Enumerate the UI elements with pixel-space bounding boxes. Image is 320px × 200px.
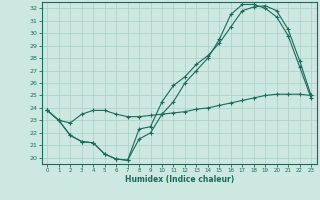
X-axis label: Humidex (Indice chaleur): Humidex (Indice chaleur) — [124, 175, 234, 184]
